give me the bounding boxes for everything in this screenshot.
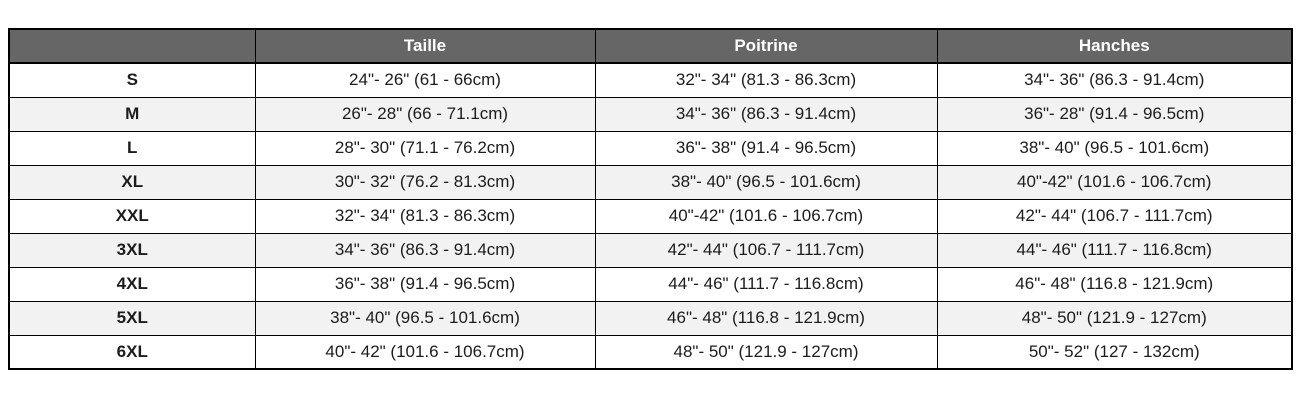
size-label-cell: 5XL: [8, 300, 256, 336]
measurement-cell: 40"- 42" (101.6 - 106.7cm): [254, 334, 596, 370]
measurement-cell: 32"- 34" (81.3 - 86.3cm): [254, 198, 596, 234]
measurement-cell: 34"- 36" (86.3 - 91.4cm): [936, 62, 1293, 98]
table-row: XXL 32"- 34" (81.3 - 86.3cm) 40"-42" (101.…: [8, 198, 1293, 234]
table-body: S 24"- 26" (61 - 66cm) 32"- 34" (81.3 - 86…: [8, 62, 1293, 370]
table-row: XL 30"- 32" (76.2 - 81.3cm) 38"- 40" (96.5…: [8, 164, 1293, 200]
size-label-cell: M: [8, 96, 256, 132]
size-label-cell: S: [8, 62, 256, 98]
header-cell-hanches: Hanches: [936, 28, 1293, 64]
table-row: 3XL 34"- 36" (86.3 - 91.4cm) 42"- 44" (106…: [8, 232, 1293, 268]
measurement-cell: 38"- 40" (96.5 - 101.6cm): [594, 164, 938, 200]
header-cell-taille: Taille: [254, 28, 596, 64]
size-label-cell: 3XL: [8, 232, 256, 268]
measurement-cell: 46"- 48" (116.8 - 121.9cm): [594, 300, 938, 336]
header-cell-size: [8, 28, 256, 64]
measurement-cell: 38"- 40" (96.5 - 101.6cm): [936, 130, 1293, 166]
size-label-cell: L: [8, 130, 256, 166]
measurement-cell: 50"- 52" (127 - 132cm): [936, 334, 1293, 370]
measurement-cell: 24"- 26" (61 - 66cm): [254, 62, 596, 98]
size-label-cell: 6XL: [8, 334, 256, 370]
table-row: 4XL 36"- 38" (91.4 - 96.5cm) 44"- 46" (111…: [8, 266, 1293, 302]
measurement-cell: 36"- 38" (91.4 - 96.5cm): [254, 266, 596, 302]
measurement-cell: 34"- 36" (86.3 - 91.4cm): [254, 232, 596, 268]
measurement-cell: 26"- 28" (66 - 71.1cm): [254, 96, 596, 132]
measurement-cell: 28"- 30" (71.1 - 76.2cm): [254, 130, 596, 166]
measurement-cell: 46"- 48" (116.8 - 121.9cm): [936, 266, 1293, 302]
measurement-cell: 34"- 36" (86.3 - 91.4cm): [594, 96, 938, 132]
measurement-cell: 44"- 46" (111.7 - 116.8cm): [936, 232, 1293, 268]
measurement-cell: 36"- 28" (91.4 - 96.5cm): [936, 96, 1293, 132]
table-row: S 24"- 26" (61 - 66cm) 32"- 34" (81.3 - 86…: [8, 62, 1293, 98]
measurement-cell: 48"- 50" (121.9 - 127cm): [936, 300, 1293, 336]
size-chart-table: Taille Poitrine Hanches S 24"- 26" (61 - …: [8, 28, 1293, 370]
measurement-cell: 32"- 34" (81.3 - 86.3cm): [594, 62, 938, 98]
header-cell-poitrine: Poitrine: [594, 28, 938, 64]
measurement-cell: 44"- 46" (111.7 - 116.8cm): [594, 266, 938, 302]
measurement-cell: 42"- 44" (106.7 - 111.7cm): [936, 198, 1293, 234]
measurement-cell: 40"-42" (101.6 - 106.7cm): [936, 164, 1293, 200]
measurement-cell: 38"- 40" (96.5 - 101.6cm): [254, 300, 596, 336]
size-label-cell: XXL: [8, 198, 256, 234]
table-row: 5XL 38"- 40" (96.5 - 101.6cm) 46"- 48" (11…: [8, 300, 1293, 336]
measurement-cell: 30"- 32" (76.2 - 81.3cm): [254, 164, 596, 200]
table-row: L 28"- 30" (71.1 - 76.2cm) 36"- 38" (91.4 …: [8, 130, 1293, 166]
header-row: Taille Poitrine Hanches: [8, 28, 1293, 64]
table-row: M 26"- 28" (66 - 71.1cm) 34"- 36" (86.3 - …: [8, 96, 1293, 132]
measurement-cell: 40"-42" (101.6 - 106.7cm): [594, 198, 938, 234]
measurement-cell: 36"- 38" (91.4 - 96.5cm): [594, 130, 938, 166]
size-label-cell: XL: [8, 164, 256, 200]
size-label-cell: 4XL: [8, 266, 256, 302]
table-row: 6XL 40"- 42" (101.6 - 106.7cm) 48"- 50" (1…: [8, 334, 1293, 370]
measurement-cell: 48"- 50" (121.9 - 127cm): [594, 334, 938, 370]
measurement-cell: 42"- 44" (106.7 - 111.7cm): [594, 232, 938, 268]
